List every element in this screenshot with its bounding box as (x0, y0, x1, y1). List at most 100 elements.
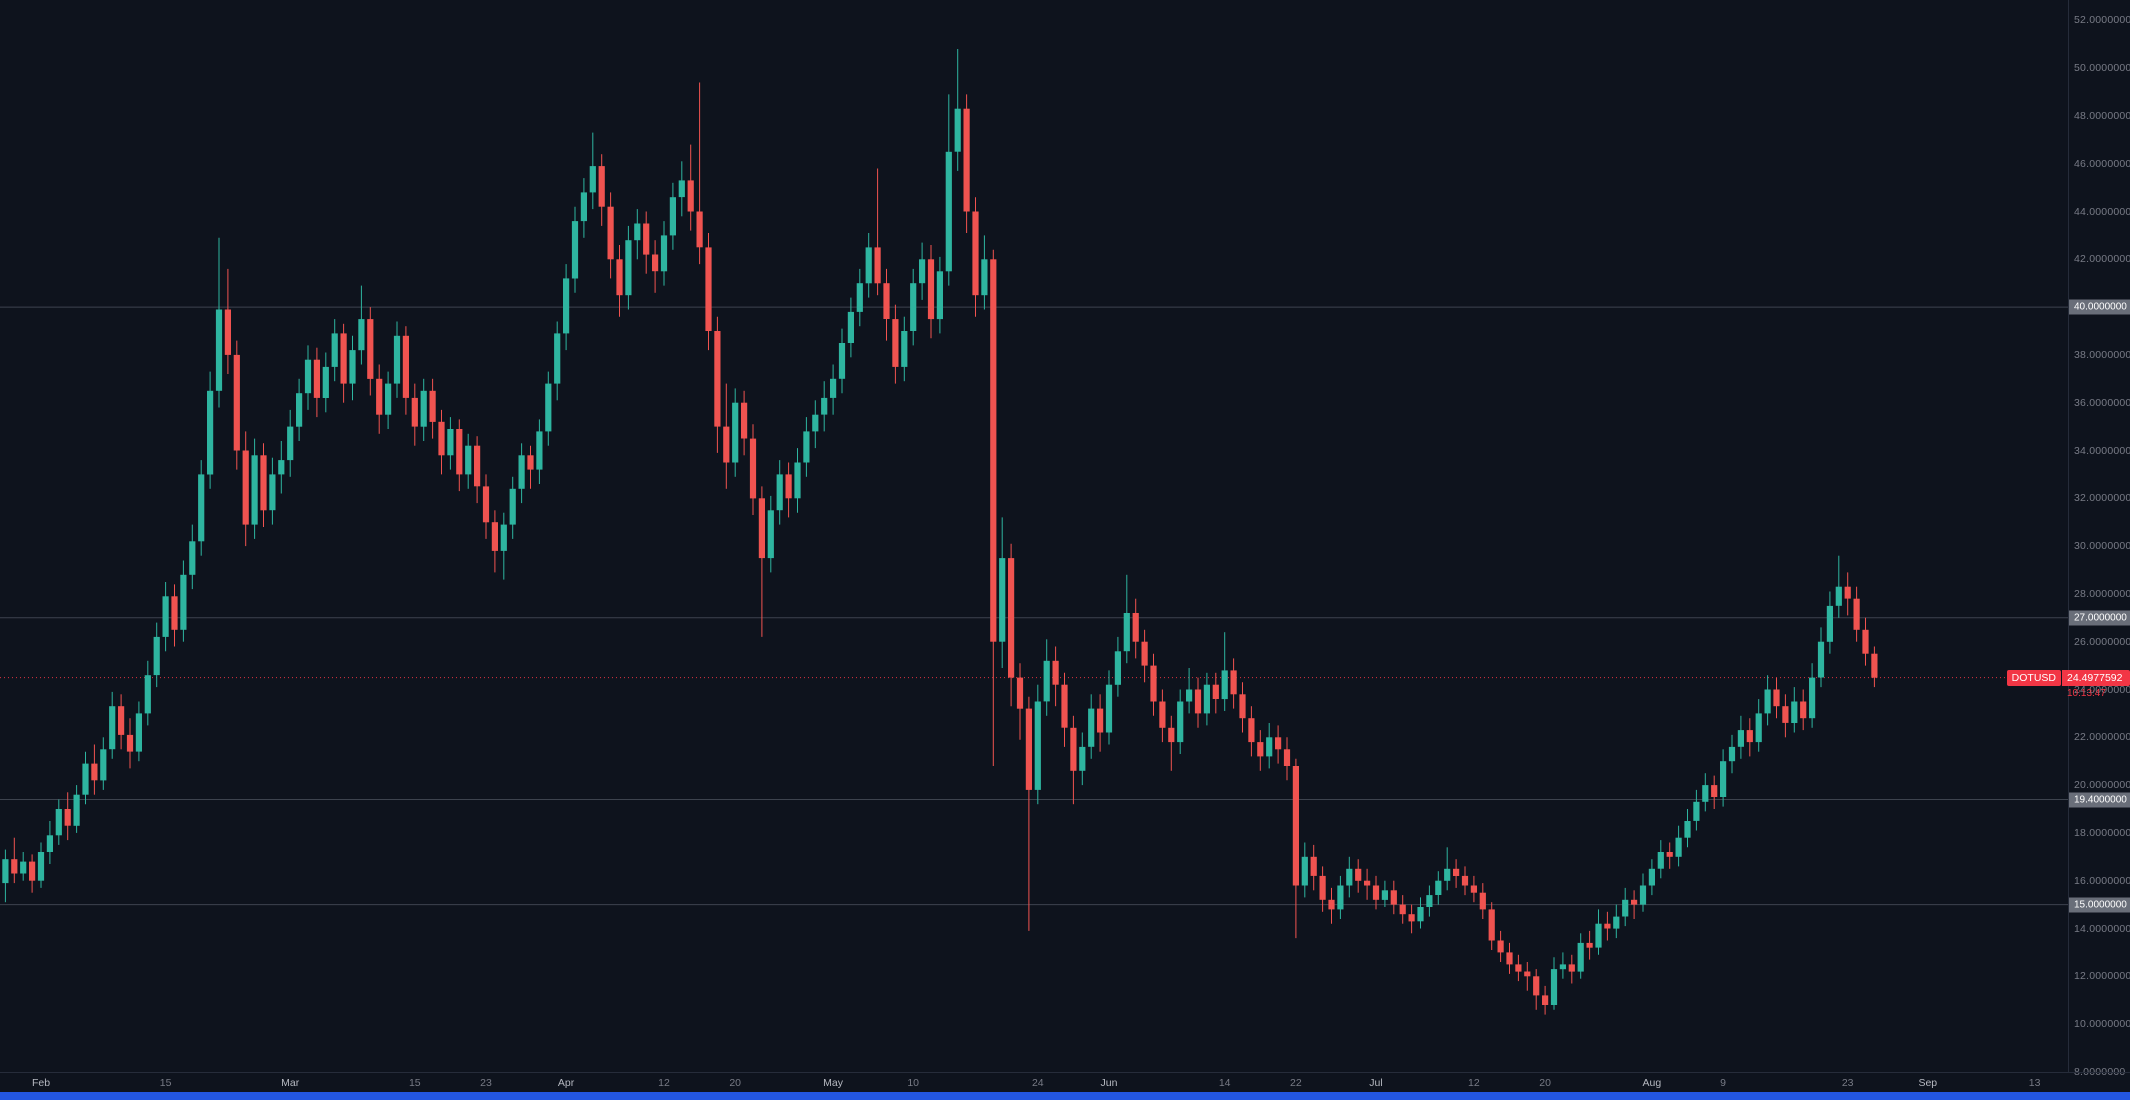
candle (376, 364, 383, 434)
candle (1168, 715, 1175, 771)
price-tick-label: 20.0000000 (2074, 779, 2130, 792)
candle (1586, 930, 1593, 960)
time-axis[interactable]: Feb 15 Mar 15 23 Apr 12 20 May 10 24 Jun 14 22 Jul 12 20… (0, 1072, 2130, 1093)
time-tick-label: May (823, 1077, 844, 1089)
candle (1506, 942, 1513, 974)
time-tick-label: 15 (159, 1077, 172, 1089)
candle (758, 486, 765, 637)
candle (1105, 670, 1113, 745)
candle (465, 433, 472, 489)
time-tick-label: Jun (1100, 1077, 1118, 1089)
candle (1016, 663, 1024, 740)
candle (607, 192, 614, 279)
candle (313, 347, 320, 418)
candle (669, 182, 676, 250)
time-tick-label: 23 (480, 1077, 492, 1089)
candle (1114, 636, 1121, 697)
candle (491, 510, 498, 573)
current-price-badge: 24.4977592 (2062, 669, 2130, 686)
candle (1239, 682, 1246, 733)
candle (46, 821, 53, 864)
candle (55, 799, 62, 845)
time-tick-label: 12 (1468, 1077, 1480, 1089)
price-tick-label: 28.0000000 (2074, 587, 2130, 600)
candle (331, 319, 338, 382)
time-tick-label: Jul (1369, 1077, 1383, 1089)
candle (963, 94, 970, 233)
candle (1141, 629, 1148, 683)
candle (1684, 809, 1691, 848)
candle (474, 436, 481, 504)
candle (349, 335, 356, 401)
candle (1871, 646, 1878, 688)
candle (1435, 871, 1442, 905)
candle (580, 178, 587, 238)
candle (749, 424, 757, 515)
price-tick-label: 34.0000000 (2074, 444, 2130, 457)
candle (1301, 842, 1308, 898)
candle (91, 744, 98, 795)
candle (972, 197, 979, 317)
candle (367, 307, 374, 396)
candle (1595, 909, 1602, 955)
candle (803, 417, 810, 477)
candle (429, 378, 436, 439)
time-tick-label: 12 (658, 1077, 670, 1089)
candle (1364, 868, 1371, 900)
candle (189, 524, 196, 590)
candle (402, 326, 409, 415)
candle (278, 441, 285, 494)
candle (171, 584, 178, 647)
candle (1408, 904, 1415, 934)
candle (1515, 954, 1522, 982)
candle (1399, 895, 1406, 924)
candle (1524, 962, 1531, 991)
price-tick-label: 18.0000000 (2074, 826, 2130, 839)
candle (1613, 904, 1620, 939)
candle (82, 751, 89, 805)
level-price-badge[interactable]: 15.0000000 (2069, 897, 2130, 913)
price-tick-label: 22.0000000 (2074, 731, 2130, 744)
candle (776, 460, 783, 525)
candle (1862, 617, 1869, 666)
candle (643, 211, 650, 274)
candle (509, 476, 516, 539)
candle (1426, 885, 1433, 917)
candle (856, 268, 863, 327)
level-price-badge[interactable]: 27.0000000 (2069, 610, 2130, 626)
candle (732, 388, 739, 477)
candle (821, 381, 828, 432)
candle (144, 660, 151, 726)
candle (1728, 734, 1736, 774)
level-price-badge[interactable]: 40.0000000 (2069, 299, 2130, 315)
chart-canvas[interactable] (0, 0, 2068, 1072)
time-tick-label: 24 (1031, 1077, 1044, 1089)
candle (714, 316, 721, 453)
bottom-bar (0, 1092, 2130, 1100)
candle (1186, 668, 1193, 714)
candle (1604, 911, 1611, 941)
price-tick-label: 36.0000000 (2074, 396, 2130, 409)
candle (652, 240, 659, 293)
candle (1203, 672, 1210, 726)
candle (1461, 866, 1469, 896)
time-tick-label: Apr (557, 1077, 575, 1089)
candle (358, 285, 365, 365)
candle (1070, 715, 1077, 805)
time-tick-label: Mar (281, 1077, 300, 1089)
candle (224, 268, 231, 374)
candle (1533, 969, 1540, 1010)
candle (1622, 887, 1629, 927)
candle (1631, 890, 1638, 919)
candle (785, 462, 792, 518)
time-tick-label: Sep (1918, 1077, 1938, 1089)
price-tick-label: 24.0000000 (2074, 683, 2130, 696)
candle (1826, 591, 1833, 654)
candle (1283, 737, 1291, 781)
candle (874, 168, 881, 296)
price-axis[interactable]: 52.0000000 50.0000000 48.0000000 46.0000000… (2068, 0, 2130, 1078)
candle (393, 321, 401, 398)
candle (1711, 775, 1718, 809)
level-price-badge[interactable]: 19.4000000 (2069, 792, 2130, 807)
